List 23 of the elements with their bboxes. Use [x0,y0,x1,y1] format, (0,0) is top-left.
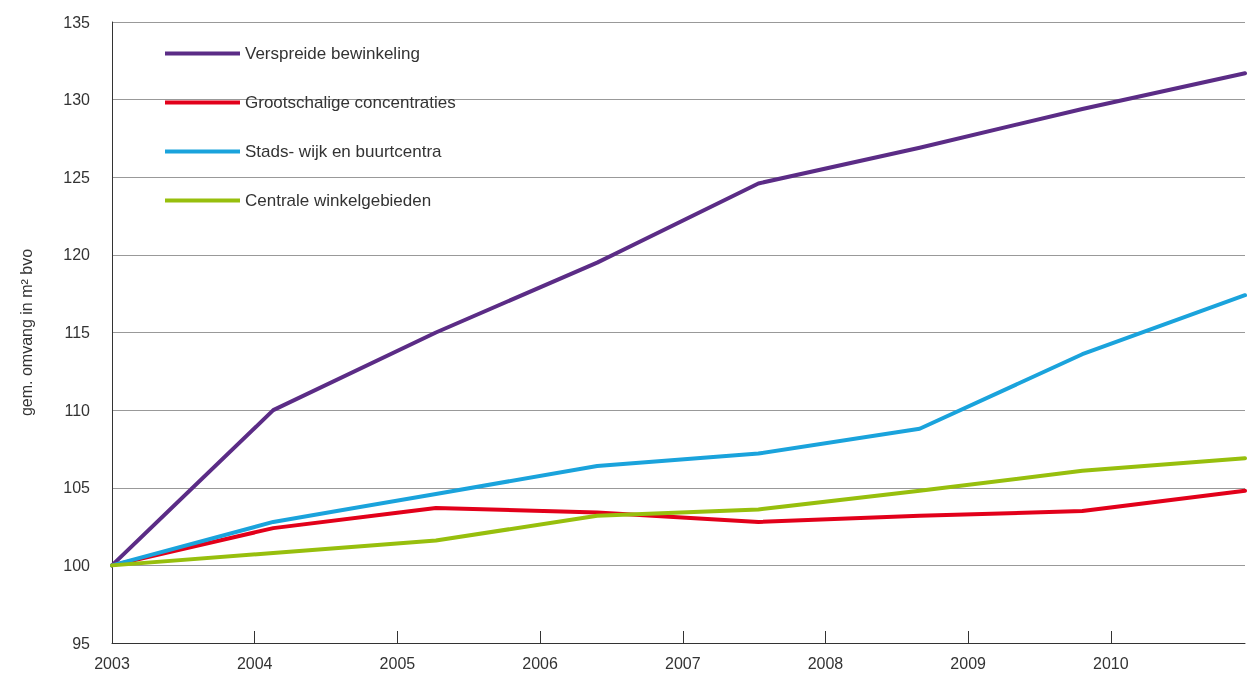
legend-label: Grootschalige concentraties [245,93,456,112]
y-tick-label: 115 [64,324,91,341]
y-tick-label: 130 [63,91,91,109]
x-tick-label: 2010 [1093,654,1129,672]
x-tick-label: 2004 [236,654,273,672]
x-tick-label: 2008 [807,654,844,672]
x-tick-label: 2005 [379,654,416,672]
legend-label: Verspreide bewinkeling [245,44,420,63]
y-axis-title: gem. omvang in m² bvo [17,248,35,417]
legend-label: Stads- wijk en buurtcentra [245,142,443,161]
y-tick-label: 135 [63,13,91,31]
x-tick-label: 2003 [94,654,130,672]
x-tick-label: 2007 [664,654,701,672]
y-tick-label: 100 [63,556,91,574]
x-tick-label: 2006 [522,654,558,672]
y-tick-label: 110 [64,401,91,419]
y-tick-label: 95 [72,634,91,652]
line-series [110,456,1247,568]
y-tick-label: 125 [63,168,91,186]
y-tick-label: 120 [63,246,91,264]
legend-label: Centrale winkelgebieden [245,191,432,210]
x-tick-label: 2009 [950,654,987,672]
y-tick-label: 105 [63,479,91,497]
